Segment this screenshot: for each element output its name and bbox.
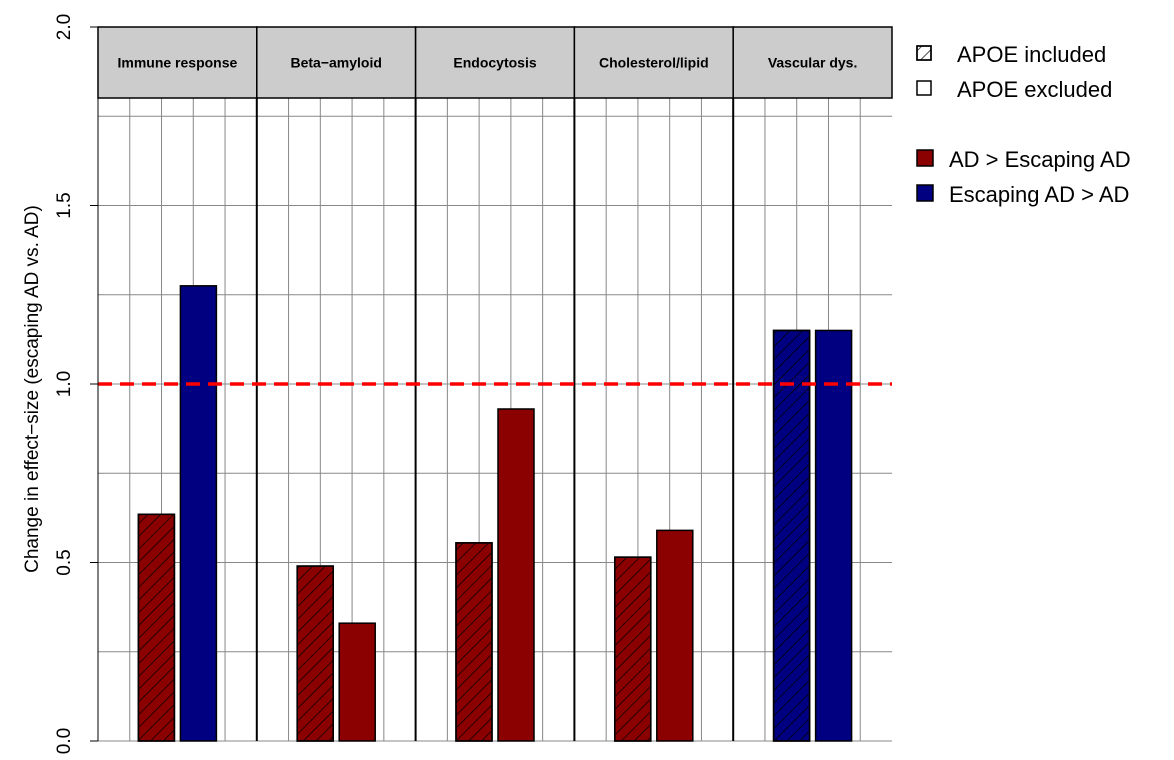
y-tick-label: 1.5 xyxy=(54,192,75,218)
y-tick-label: 0.0 xyxy=(54,728,75,754)
panel-label: Cholesterol/lipid xyxy=(599,55,709,71)
legend-swatch-hatch xyxy=(916,45,932,61)
panel-strip xyxy=(256,26,417,99)
panel-strip xyxy=(97,26,258,99)
bar-hatch xyxy=(772,329,811,742)
bars-layer xyxy=(137,285,853,742)
bar-fill xyxy=(497,408,535,742)
legend-swatch-pattern xyxy=(916,80,932,96)
y-tick-label: 2.0 xyxy=(54,14,75,40)
axes-layer: Immune response Beta−amyloid Endocytosis Ch… xyxy=(22,14,893,754)
panel-label: Vascular dys. xyxy=(768,55,858,71)
y-tick-label: 1.0 xyxy=(54,371,75,397)
legend-label: AD > Escaping AD xyxy=(949,147,1131,172)
panel-strip xyxy=(414,26,576,99)
bar-fill xyxy=(814,329,853,742)
legend-label: APOE included xyxy=(957,42,1106,67)
legend: APOE included APOE excluded AD > Escaping … xyxy=(916,42,1131,207)
panel-label: Beta−amyloid xyxy=(290,55,381,71)
panel-strip xyxy=(573,26,734,99)
bar-hatch xyxy=(455,542,493,742)
legend-swatch-color xyxy=(916,184,934,202)
bar-hatch xyxy=(296,565,334,742)
panel-strip xyxy=(732,26,893,99)
bar-fill xyxy=(656,529,694,742)
y-axis-label: Change in effect−size (escaping AD vs. A… xyxy=(22,205,43,573)
panel-label: Endocytosis xyxy=(453,55,536,71)
legend-swatch-color xyxy=(916,149,934,167)
bar-hatch xyxy=(137,513,176,742)
bar-hatch xyxy=(614,556,652,742)
y-tick-label: 0.5 xyxy=(54,549,75,575)
legend-label: Escaping AD > AD xyxy=(949,182,1129,207)
legend-label: APOE excluded xyxy=(957,77,1112,102)
bar-fill xyxy=(338,622,376,742)
bar-fill xyxy=(179,285,218,742)
panel-label: Immune response xyxy=(117,55,237,71)
